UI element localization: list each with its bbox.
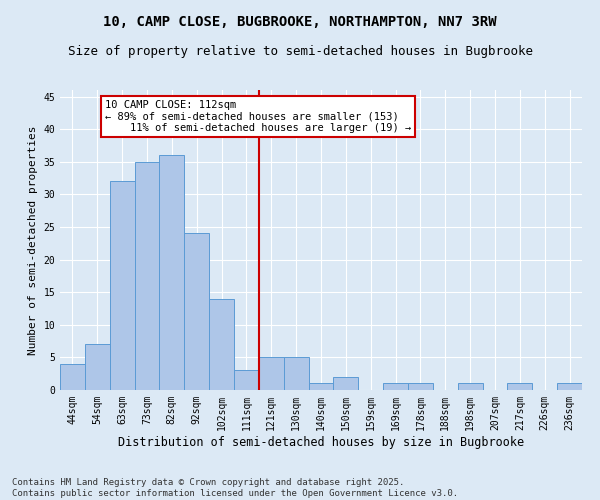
Bar (110, 182, 134, 390)
Bar (209, 298, 234, 390)
Text: 10, CAMP CLOSE, BUGBROOKE, NORTHAMPTON, NN7 3RW: 10, CAMP CLOSE, BUGBROOKE, NORTHAMPTON, … (103, 15, 497, 29)
Y-axis label: Number of semi-detached properties: Number of semi-detached properties (28, 125, 38, 355)
Bar (184, 234, 209, 390)
Bar (160, 155, 184, 390)
Bar (234, 370, 259, 390)
Text: 10 CAMP CLOSE: 112sqm
← 89% of semi-detached houses are smaller (153)
    11% of: 10 CAMP CLOSE: 112sqm ← 89% of semi-deta… (105, 100, 411, 133)
Bar (383, 384, 408, 390)
Bar (85, 344, 110, 390)
Bar (60, 364, 85, 390)
Bar (334, 377, 358, 390)
Bar (458, 384, 482, 390)
Bar (508, 384, 532, 390)
Bar (134, 162, 160, 390)
Bar (308, 384, 334, 390)
Text: Size of property relative to semi-detached houses in Bugbrooke: Size of property relative to semi-detach… (67, 45, 533, 58)
Bar (259, 358, 284, 390)
Bar (408, 384, 433, 390)
X-axis label: Distribution of semi-detached houses by size in Bugbrooke: Distribution of semi-detached houses by … (118, 436, 524, 448)
Bar (557, 384, 582, 390)
Text: Contains HM Land Registry data © Crown copyright and database right 2025.
Contai: Contains HM Land Registry data © Crown c… (12, 478, 458, 498)
Bar (284, 358, 308, 390)
